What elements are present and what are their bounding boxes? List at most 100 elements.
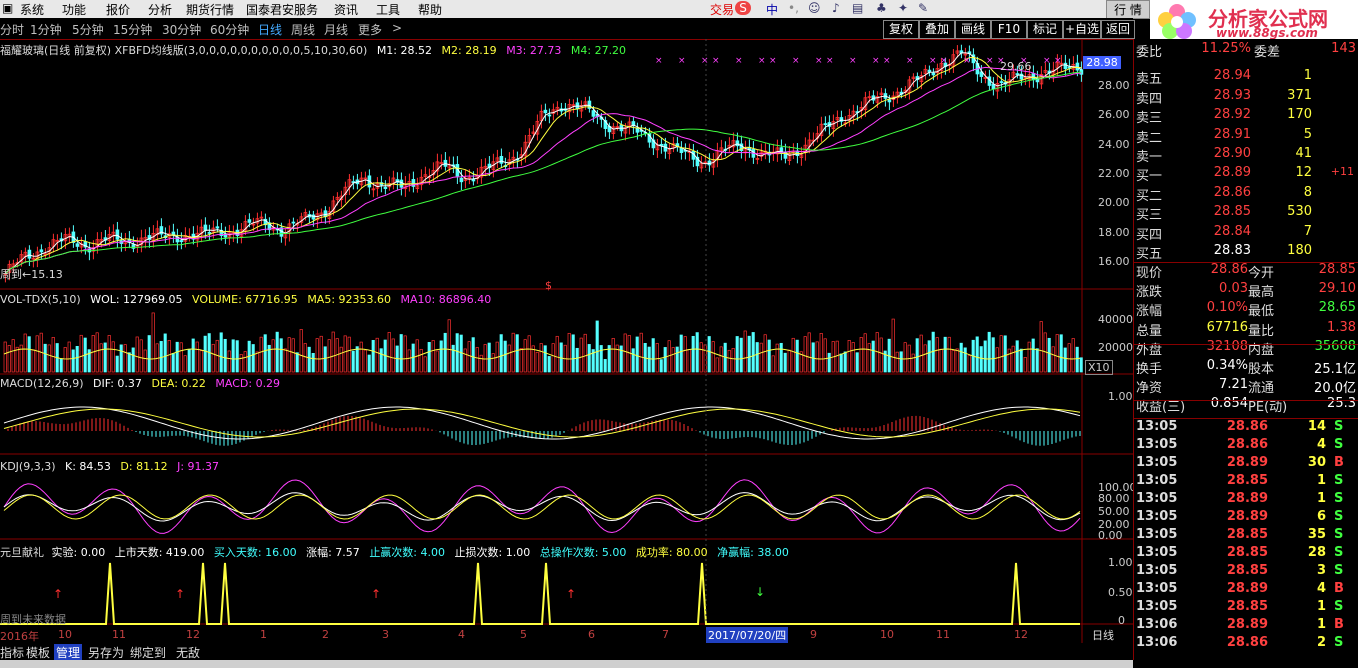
ask-row: 卖五 28.94 1 — [1136, 68, 1356, 87]
menu-broker-service[interactable]: 国泰君安服务 — [246, 3, 319, 17]
period-1min[interactable]: 1分钟 — [30, 23, 62, 37]
wrench-icon[interactable]: ✎ — [918, 1, 929, 15]
ask-volume: 41 — [1295, 146, 1312, 161]
volume-bar — [243, 351, 247, 373]
smile-icon[interactable]: ☺ — [808, 1, 821, 15]
mic-icon[interactable]: ♪ — [832, 1, 840, 15]
window-icon[interactable]: ▣ — [2, 1, 14, 15]
candle — [799, 154, 804, 158]
tab-save-as[interactable]: 另存为 — [88, 646, 125, 660]
sogou-icon[interactable]: S — [735, 1, 751, 15]
buy-arrow-icon: ↑ — [53, 587, 63, 601]
volume-bar — [299, 329, 303, 373]
volume-bar — [735, 336, 739, 373]
menu-futures[interactable]: 期货行情 — [186, 3, 235, 17]
volume-bar — [323, 346, 327, 373]
stat-label-2: PE(动) — [1248, 400, 1288, 416]
tab-indicator[interactable]: 指标 — [0, 646, 25, 660]
volume-bar — [827, 352, 831, 373]
volume-bar — [811, 342, 815, 373]
stat-value-2: 28.65 — [1318, 300, 1356, 316]
draw-line-button[interactable]: 画线 — [955, 20, 991, 39]
volume-bar — [175, 341, 179, 373]
candle — [243, 221, 248, 231]
main-indicator-name: XFBFD均线版(3,0,0,0,0,0,0,0,0,0,0,5,10,30,6… — [114, 44, 368, 57]
menu-trade[interactable]: 交易 — [710, 3, 735, 17]
period-daily[interactable]: 日线 — [258, 23, 283, 37]
keyboard-icon[interactable]: ▤ — [852, 1, 864, 15]
stat-label-1: 总量 — [1136, 323, 1163, 339]
stat-value-2: 28.85 — [1318, 262, 1356, 277]
menu-quote[interactable]: 报价 — [106, 3, 131, 17]
menu-bar: ▣ 系统 功能 报价 分析 期货行情 国泰君安服务 资讯 工具 帮助 交易 S … — [0, 0, 1358, 19]
f10-button[interactable]: F10 — [991, 20, 1027, 39]
period-15min[interactable]: 15分钟 — [113, 23, 153, 37]
volume-bar — [203, 335, 207, 373]
tick-row: 13:05 28.86 4 S — [1136, 437, 1356, 455]
candle — [911, 76, 916, 80]
tab-bind-to[interactable]: 绑定到 — [130, 646, 167, 660]
volume-bar — [127, 352, 131, 373]
back-button[interactable]: 返回 — [1101, 20, 1135, 39]
menu-help[interactable]: 帮助 — [418, 3, 443, 17]
shirt-icon[interactable]: ✦ — [898, 1, 909, 15]
candle — [159, 226, 164, 235]
period-monthly[interactable]: 月线 — [324, 23, 349, 37]
volume-bar — [743, 330, 747, 373]
volume-bar — [987, 331, 991, 373]
signal-mark: × — [712, 56, 720, 66]
market-button[interactable]: 行 情 — [1106, 0, 1150, 19]
ime-lang[interactable]: 中 — [766, 3, 779, 17]
signal-mark: × — [1054, 56, 1062, 66]
volume-bar — [59, 358, 63, 373]
volume-bar — [1063, 347, 1067, 373]
vol-ytick-20000: 20000 — [1098, 341, 1133, 354]
volume-bar — [927, 340, 931, 373]
add-watchlist-button[interactable]: +自选 — [1063, 20, 1101, 39]
period-30min[interactable]: 30分钟 — [162, 23, 202, 37]
candle — [335, 196, 340, 200]
volume-bar — [1071, 338, 1075, 373]
overlay-button[interactable]: 叠加 — [919, 20, 955, 39]
tick-row: 13:05 28.89 1 S — [1136, 491, 1356, 509]
volume-bar — [539, 343, 543, 373]
mark-button[interactable]: 标记 — [1027, 20, 1063, 39]
volume-bar — [115, 355, 119, 373]
period-weekly[interactable]: 周线 — [291, 23, 316, 37]
menu-function[interactable]: 功能 — [62, 3, 87, 17]
kline-chart[interactable]: × × × × × × × × × × × × × × × × × × × × × ×$ ↑ ↑ ↑ ↑ ↓ — [0, 39, 1133, 643]
stat-value-1: 0.10% — [1206, 300, 1248, 316]
period-more-arrow[interactable]: > — [392, 21, 403, 35]
menu-system[interactable]: 系统 — [20, 3, 45, 17]
tick-volume: 1 — [1316, 491, 1326, 506]
menu-tools[interactable]: 工具 — [376, 3, 401, 17]
volume-bar — [283, 348, 287, 373]
volume-bar — [279, 338, 283, 373]
tick-row: 13:05 28.86 14 S — [1136, 419, 1356, 437]
tab-invincible[interactable]: 无敌 — [176, 646, 201, 660]
signal-item-6: 总操作次数: 5.00 — [539, 546, 627, 559]
candle — [555, 106, 560, 111]
period-intraday[interactable]: 分时 — [0, 23, 25, 37]
volume-bar — [711, 341, 715, 373]
period-5min[interactable]: 5分钟 — [72, 23, 104, 37]
tab-manage[interactable]: 管理 — [54, 644, 83, 661]
volume-bar — [999, 335, 1003, 373]
macd-panel-title: MACD(12,26,9) DIF: 0.37 DEA: 0.22 MACD: … — [0, 377, 280, 390]
candle — [171, 231, 176, 236]
tab-template[interactable]: 模板 — [26, 646, 51, 660]
period-more[interactable]: 更多 — [358, 23, 383, 37]
candle — [875, 96, 880, 103]
ask-row: 卖三 28.92 170 — [1136, 107, 1356, 126]
volume-bar — [575, 347, 579, 373]
signal-item-1: 上市天数: 419.00 — [114, 546, 205, 559]
fuquan-button[interactable]: 复权 — [883, 20, 919, 39]
signal-ytick-0: 0 — [1118, 614, 1125, 627]
menu-analysis[interactable]: 分析 — [148, 3, 173, 17]
ime-punct-icon[interactable]: •, — [788, 1, 799, 15]
menu-news[interactable]: 资讯 — [334, 3, 359, 17]
volume-bar — [631, 348, 635, 373]
skin-icon[interactable]: ♣ — [876, 1, 887, 15]
volume-bar — [891, 318, 895, 373]
period-60min[interactable]: 60分钟 — [210, 23, 250, 37]
